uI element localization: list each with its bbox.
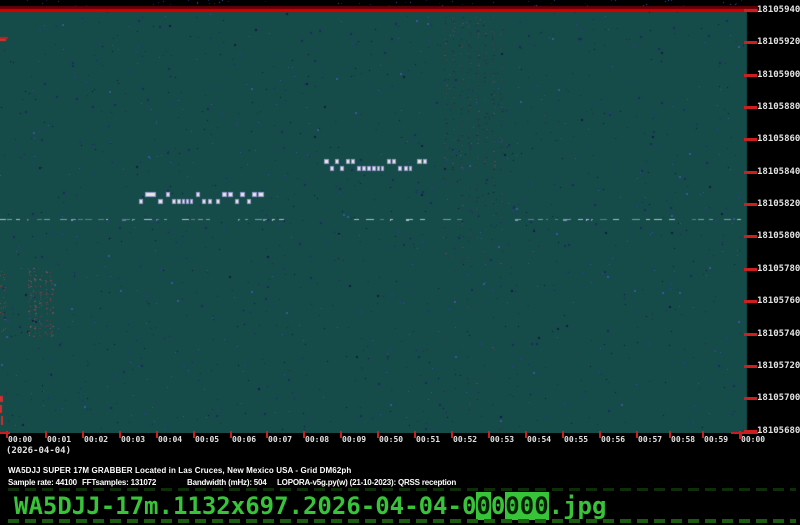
freq-axis-label: 18105820 <box>757 199 800 210</box>
time-tick <box>414 431 416 438</box>
time-axis-label: 00:59 <box>704 435 729 444</box>
bottom-right-red-segment <box>731 432 758 434</box>
terminal-dash-row-top <box>8 488 796 491</box>
bottom-left-red-segment <box>0 432 10 434</box>
time-axis-label: 00:01 <box>47 435 72 444</box>
time-tick <box>303 431 305 438</box>
time-tick <box>669 431 671 438</box>
filename-digit: 0 <box>490 492 506 520</box>
freq-axis-label: 18105920 <box>757 37 800 48</box>
freq-tick <box>744 73 757 77</box>
date-label: (2026-04-04) <box>6 446 72 456</box>
filename-prefix: WA5DJJ-17m.1132x697.2026-04-04- <box>14 492 462 520</box>
filename-digit: 0 <box>461 492 477 520</box>
time-axis-label: 00:54 <box>527 435 552 444</box>
time-tick <box>266 431 268 438</box>
time-axis-label: 00:58 <box>671 435 696 444</box>
freq-axis-label: 18105780 <box>757 263 800 274</box>
freq-tick <box>744 9 757 12</box>
time-axis-label: 00:03 <box>121 435 146 444</box>
time-axis-label: 00:08 <box>305 435 330 444</box>
time-axis-label: 00:55 <box>564 435 589 444</box>
freq-axis-label: 18105800 <box>757 231 800 242</box>
terminal-dash-row-bottom <box>8 519 796 523</box>
time-axis-label: 00:57 <box>638 435 663 444</box>
freq-tick <box>744 203 757 207</box>
time-axis-label: 00:53 <box>490 435 515 444</box>
time-axis-label: 00:02 <box>84 435 109 444</box>
time-tick <box>340 431 342 438</box>
station-info-line: WA5DJJ SUPER 17M GRABBER Located in Las … <box>8 466 352 475</box>
capture-settings-segment: Bandwidth (mHz): 504 <box>187 478 267 487</box>
filename-suffix: .jpg <box>548 492 607 520</box>
bottom-right-red-tick <box>739 433 742 439</box>
freq-axis-label: 18105940 <box>757 5 800 15</box>
time-axis-label: 00:07 <box>268 435 293 444</box>
capture-settings-segment: FFTsamples: 131072 <box>82 478 157 487</box>
freq-tick <box>744 364 757 368</box>
time-tick <box>6 431 8 438</box>
freq-axis-label: 18105740 <box>757 328 800 339</box>
time-axis-label: 00:52 <box>453 435 478 444</box>
freq-tick <box>744 106 757 110</box>
time-axis-label: 00:09 <box>342 435 367 444</box>
time-tick <box>156 431 158 438</box>
freq-axis-label: 18105680 <box>757 425 800 436</box>
freq-axis-label: 18105900 <box>757 69 800 80</box>
time-tick <box>488 431 490 438</box>
time-tick <box>193 431 195 438</box>
freq-tick <box>744 138 757 142</box>
capture-settings-segment: Sample rate: 44100 <box>8 478 77 487</box>
freq-axis-label: 18105720 <box>757 360 800 371</box>
freq-tick <box>744 41 757 45</box>
time-tick <box>230 431 232 438</box>
freq-axis-label: 18105700 <box>757 393 800 404</box>
time-axis-label: 00:00 <box>741 435 766 444</box>
time-axis-label: 00:56 <box>601 435 626 444</box>
freq-tick <box>744 300 757 304</box>
spectrogram-canvas <box>0 0 800 433</box>
time-tick <box>562 431 564 438</box>
time-tick <box>377 431 379 438</box>
time-tick <box>82 431 84 438</box>
freq-axis-label: 18105880 <box>757 102 800 113</box>
time-axis-label: 00:06 <box>232 435 257 444</box>
freq-tick <box>744 267 757 271</box>
filename-text[interactable]: WA5DJJ-17m.1132x697.2026-04-04-000000.jp… <box>14 492 607 520</box>
time-tick <box>45 431 47 438</box>
freq-tick <box>744 397 757 401</box>
freq-tick <box>744 235 757 239</box>
time-axis-label: 00:00 <box>8 435 33 444</box>
time-tick <box>702 431 704 438</box>
capture-settings-segment: LOPORA-v5g.py(w) (21-10-2023): QRSS rece… <box>277 478 457 487</box>
filename-digit: 0 <box>476 492 491 520</box>
time-tick <box>599 431 601 438</box>
filename-digit: 0 <box>534 492 549 520</box>
freq-tick <box>744 170 757 174</box>
time-axis-label: 00:04 <box>158 435 183 444</box>
filename-digit: 0 <box>505 492 520 520</box>
time-tick <box>119 431 121 438</box>
time-tick <box>451 431 453 438</box>
freq-tick <box>744 332 757 336</box>
filename-digit: 0 <box>519 492 535 520</box>
freq-axis-label: 18105860 <box>757 134 800 145</box>
time-axis-label: 00:50 <box>379 435 404 444</box>
time-tick <box>525 431 527 438</box>
freq-tick <box>744 429 757 433</box>
time-axis-label: 00:05 <box>195 435 220 444</box>
time-tick <box>636 431 638 438</box>
freq-axis-label: 18105840 <box>757 166 800 177</box>
time-axis-label: 00:51 <box>416 435 441 444</box>
freq-axis-label: 18105760 <box>757 296 800 307</box>
